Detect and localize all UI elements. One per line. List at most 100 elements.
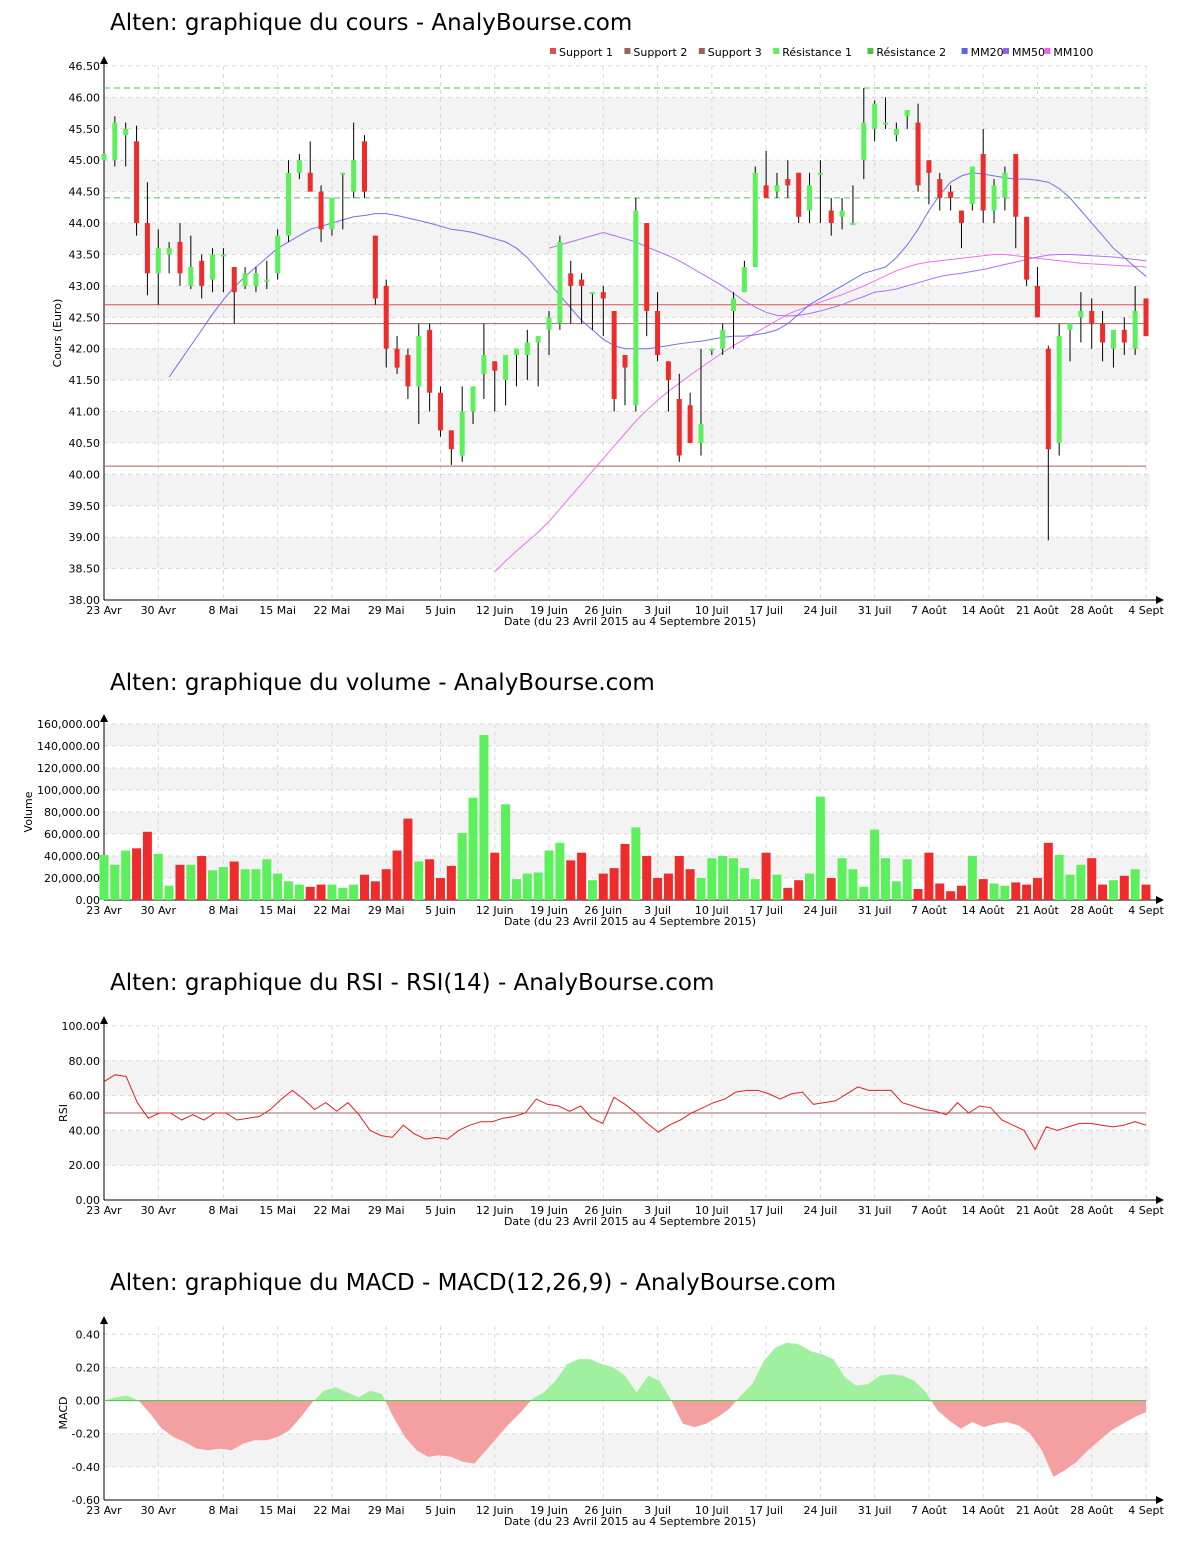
rsi-chart-title: Alten: graphique du RSI - RSI(14) - Anal… <box>110 970 715 996</box>
grid-band <box>104 97 1150 129</box>
volume-bar <box>468 797 478 900</box>
x-tick-label: 10 Juil <box>695 904 729 917</box>
volume-bar <box>587 880 597 900</box>
x-tick-label: 22 Mai <box>314 1504 351 1517</box>
y-tick-label: 39.50 <box>69 500 101 513</box>
candle-body <box>893 128 899 136</box>
x-tick-label: 31 Juil <box>858 1504 892 1517</box>
legend-label: Résistance 2 <box>876 46 946 59</box>
volume-bar <box>772 874 782 900</box>
y-axis-label: RSI <box>57 1104 70 1122</box>
candle-body <box>1002 172 1008 198</box>
x-tick-label: 8 Mai <box>208 904 238 917</box>
candle-body <box>329 197 335 230</box>
candle-body <box>915 122 921 186</box>
candle-body <box>188 267 194 286</box>
volume-bar <box>1119 875 1129 900</box>
candle-body <box>958 210 964 224</box>
x-tick-label: 14 Août <box>962 1504 1006 1517</box>
x-tick-label: 14 Août <box>962 604 1006 617</box>
y-tick-label: 46.00 <box>69 91 101 104</box>
x-tick-label: 3 Juil <box>644 1504 671 1517</box>
candle-body <box>144 223 150 274</box>
volume-bar <box>229 861 239 900</box>
candle-body <box>394 348 400 368</box>
volume-bar <box>338 887 348 900</box>
volume-bar <box>761 852 771 900</box>
y-tick-label: 100,000.00 <box>37 784 100 797</box>
candle-body <box>101 153 107 161</box>
x-tick-label: 21 Août <box>1016 1504 1060 1517</box>
volume-bar <box>175 864 185 900</box>
y-tick-label: 0.40 <box>76 1328 101 1341</box>
legend-swatch <box>624 48 631 54</box>
x-tick-label: 28 Août <box>1070 1504 1114 1517</box>
candle-body <box>134 141 140 224</box>
candle-body <box>351 160 357 192</box>
candle-body <box>296 160 302 173</box>
y-tick-label: 120,000.00 <box>37 762 100 775</box>
y-tick-label: 45.00 <box>69 154 101 167</box>
x-tick-label: 24 Juil <box>803 604 837 617</box>
volume-bar <box>913 889 923 900</box>
volume-bar <box>251 869 261 900</box>
volume-bar <box>663 873 673 900</box>
candle-body <box>416 336 422 387</box>
candle-body <box>991 185 997 211</box>
x-tick-label: 4 Sept <box>1128 604 1164 617</box>
candle-body <box>437 392 443 431</box>
x-tick-label: 24 Juil <box>803 1504 837 1517</box>
candle-body <box>275 235 281 274</box>
volume-bar <box>1087 858 1097 900</box>
candle-body <box>318 191 324 230</box>
volume-bar <box>956 885 966 900</box>
volume-bar <box>718 856 728 900</box>
volume-bar <box>240 869 250 900</box>
candle-body <box>362 141 367 192</box>
volume-bar <box>924 852 934 900</box>
candle-body <box>969 166 975 205</box>
y-tick-label: 60,000.00 <box>44 828 100 841</box>
grid-band <box>104 1130 1150 1166</box>
legend-swatch <box>698 48 705 54</box>
x-tick-label: 19 Juin <box>530 604 568 617</box>
candle-body <box>839 210 845 217</box>
candle-body <box>524 342 530 355</box>
volume-bar <box>935 883 945 900</box>
candle-body <box>611 311 617 399</box>
volume-bar <box>273 873 283 900</box>
y-tick-label: 0.00 <box>76 894 101 907</box>
candle-body <box>242 273 248 286</box>
x-axis-label: Date (du 23 Avril 2015 au 4 Septembre 20… <box>504 915 756 928</box>
candle-body <box>850 223 856 226</box>
y-tick-label: 41.00 <box>69 406 101 419</box>
x-tick-label: 15 Mai <box>259 1504 296 1517</box>
x-tick-label: 10 Juil <box>695 1204 729 1217</box>
candle-body <box>763 185 769 198</box>
candle-body <box>470 386 476 412</box>
legend-swatch <box>773 48 780 54</box>
volume-bar <box>132 848 142 900</box>
candle-body <box>774 185 780 192</box>
volume-chart: 0.00 20,000.00 40,000.00 60,000.00 80,000.00… <box>22 714 1164 928</box>
candle-body <box>1110 329 1116 349</box>
volume-bar <box>262 859 272 900</box>
y-tick-label: 80.00 <box>69 1055 101 1068</box>
volume-bar <box>902 859 912 900</box>
y-tick-label: 42.50 <box>69 311 101 324</box>
macd-positive-area <box>104 1342 1146 1401</box>
volume-bar <box>1032 878 1042 900</box>
candle-body <box>904 109 910 117</box>
candle-body <box>741 267 747 293</box>
candle-body <box>427 329 433 393</box>
candle-body <box>589 292 595 295</box>
volume-bar <box>837 858 847 900</box>
candle-body <box>492 361 498 371</box>
legend-label: Support 1 <box>559 46 613 59</box>
candle-body <box>817 172 823 175</box>
x-axis-label: Date (du 23 Avril 2015 au 4 Septembre 20… <box>504 1515 756 1528</box>
volume-bar <box>349 884 359 900</box>
candle-body <box>546 317 552 330</box>
candle-body <box>1034 285 1040 318</box>
